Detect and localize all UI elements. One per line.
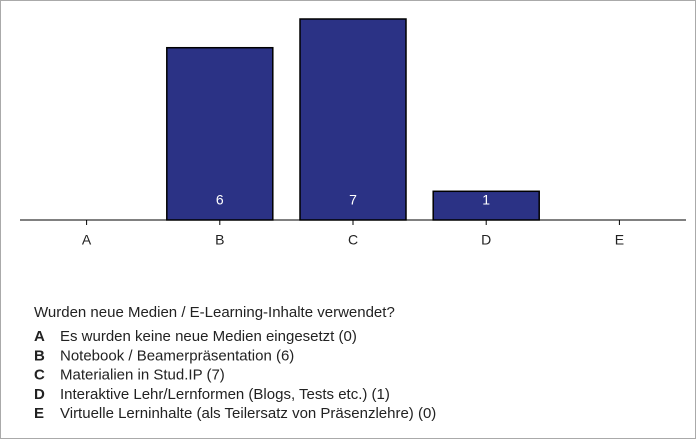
legend-key: D	[34, 386, 45, 403]
value-label: 6	[216, 192, 224, 208]
legend-key: C	[34, 367, 45, 384]
bar	[432, 190, 540, 221]
value-label: 1	[482, 192, 490, 208]
x-tick-label: E	[615, 232, 624, 248]
legend-text: Materialien in Stud.IP (7)	[60, 367, 225, 384]
legend-key: A	[34, 328, 45, 345]
chart-title: Wurden neue Medien / E-Learning-Inhalte …	[34, 304, 395, 321]
value-label: 7	[349, 192, 357, 208]
x-tick-label: C	[348, 232, 358, 248]
legend-key: E	[34, 405, 44, 422]
legend-text: Notebook / Beamerpräsentation (6)	[60, 347, 294, 364]
x-tick-label: D	[481, 232, 491, 248]
x-tick-label: A	[82, 232, 92, 248]
legend-text: Es wurden keine neue Medien eingesetzt (…	[60, 328, 357, 345]
bar	[166, 46, 274, 221]
bar	[299, 18, 407, 221]
legend-text: Interaktive Lehr/Lernformen (Blogs, Test…	[60, 386, 390, 403]
x-tick-label: B	[215, 232, 224, 248]
legend-key: B	[34, 347, 45, 364]
legend-text: Virtuelle Lerninhalte (als Teilersatz vo…	[60, 405, 436, 422]
